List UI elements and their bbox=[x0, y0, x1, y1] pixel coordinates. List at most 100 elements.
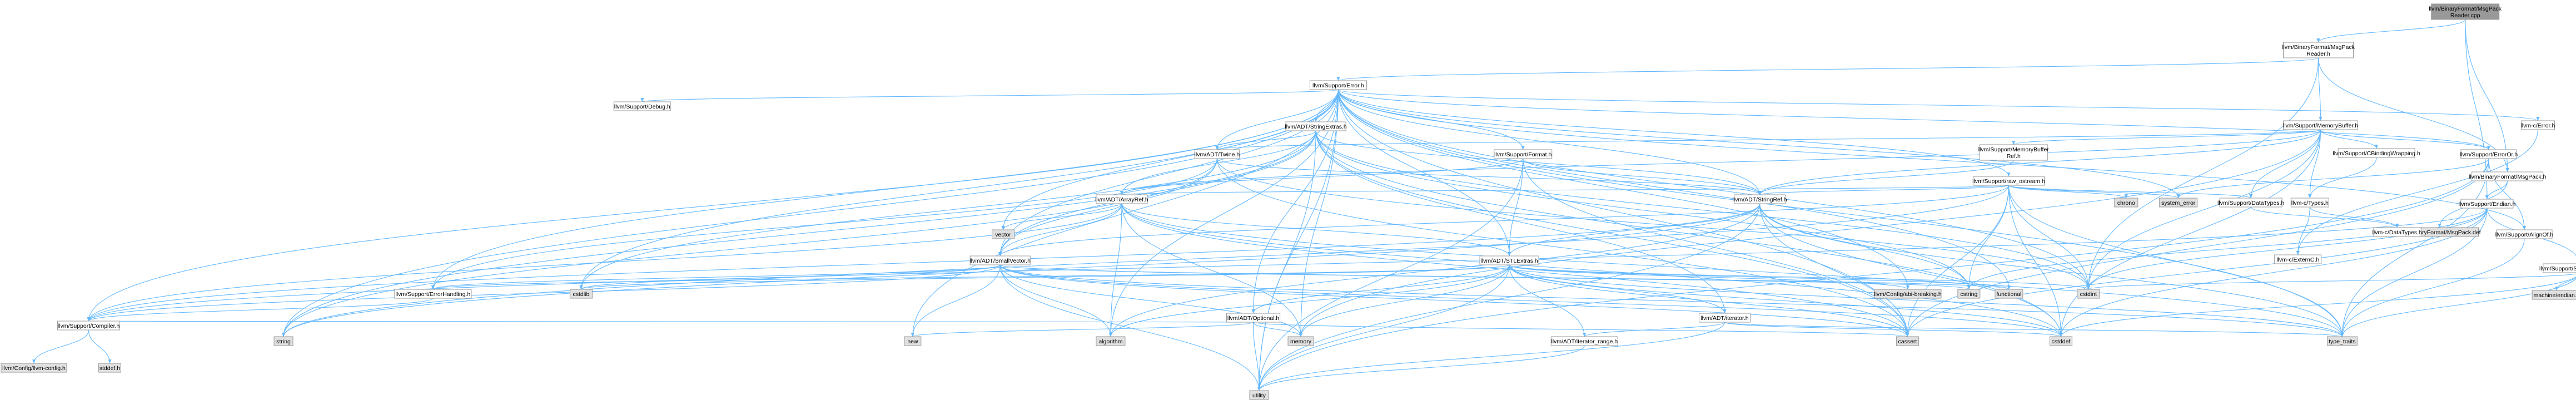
node-box-llvmc_types_h bbox=[2290, 198, 2329, 208]
node-datatypes_h[interactable]: llvm/Support/DataTypes.h bbox=[2217, 198, 2284, 208]
node-iterrange_h[interactable]: llvm/ADT/iterator_range.h bbox=[1550, 336, 1618, 346]
node-box-stringextras_h bbox=[1285, 121, 1346, 131]
edge-llvmc_types_h-to-llvmc_externc_h bbox=[2296, 206, 2310, 255]
edge-reader_h-to-cstdint bbox=[2086, 57, 2319, 290]
edge-endian_h-to-type_traits bbox=[2340, 208, 2488, 337]
edge-rawostream_h-to-cstring bbox=[1967, 185, 2009, 290]
node-membufref_h[interactable]: llvm/Support/MemoryBuffer Ref.h bbox=[1978, 144, 2050, 161]
edge-smallvector_h-to-memory bbox=[999, 264, 1303, 337]
node-arrayref_h[interactable]: llvm/ADT/ArrayRef.h bbox=[1095, 194, 1148, 204]
node-box-root bbox=[2431, 3, 2500, 20]
edge-smallvector_h-to-functional bbox=[999, 264, 2011, 290]
node-box-erroror_h bbox=[2460, 149, 2517, 159]
edge-iterator_h-to-utility bbox=[1257, 322, 1725, 391]
node-erroror_h[interactable]: llvm/Support/ErrorOr.h bbox=[2460, 149, 2518, 159]
edge-optional_h-to-compiler_h bbox=[88, 321, 1254, 324]
node-label-llvmc_error_h: llvm-c/Error.h bbox=[2520, 122, 2555, 129]
node-label-arrayref_h: llvm/ADT/ArrayRef.h bbox=[1095, 196, 1148, 203]
node-swapbyte_h[interactable]: llvm/Support/SwapByteOrder.h bbox=[2539, 263, 2576, 273]
node-optional_h[interactable]: llvm/ADT/Optional.h bbox=[1226, 313, 1281, 323]
node-rawostream_h[interactable]: llvm/Support/raw_ostream.h bbox=[1972, 176, 2045, 186]
edge-error_h-to-stlextras_h bbox=[1337, 89, 1511, 257]
edge-rawostream_h-to-cassert bbox=[1906, 185, 2009, 337]
node-box-cstddef bbox=[2049, 336, 2072, 346]
node-box-chrono bbox=[2114, 198, 2139, 208]
node-box-smallvector_h bbox=[969, 255, 1031, 265]
edge-smallvector_h-to-cstdlib bbox=[579, 264, 1001, 290]
node-llvmc_externc_h[interactable]: llvm-c/ExternC.h bbox=[2274, 254, 2322, 264]
node-msgpack_h[interactable]: llvm/BinaryFormat/MsgPack.h bbox=[2469, 171, 2547, 181]
node-label-root: llvm/BinaryFormat/MsgPack Reader.cpp bbox=[2429, 6, 2502, 19]
node-endian_h[interactable]: llvm/Support/Endian.h bbox=[2459, 199, 2516, 209]
node-root[interactable]: llvm/BinaryFormat/MsgPack Reader.cpp bbox=[2429, 3, 2502, 20]
edge-stringref_h-to-utility bbox=[1257, 203, 1761, 391]
node-label-algorithm: algorithm bbox=[1098, 338, 1122, 345]
edge-membuf_h-to-stringref_h bbox=[1758, 129, 2321, 195]
node-box-reader_h bbox=[2282, 42, 2354, 58]
edge-membuf_h-to-llvmc_types_h bbox=[2308, 129, 2321, 199]
node-alignof_h[interactable]: llvm/Support/AlignOf.h bbox=[2495, 229, 2554, 239]
edge-membuf_h-to-twine_h bbox=[1216, 129, 2321, 150]
edge-smallvector_h-to-cstddef bbox=[999, 264, 2063, 337]
node-label-stddef_h: stddef.h bbox=[100, 365, 121, 372]
edge-rawostream_h-to-smallvector_h bbox=[998, 185, 2009, 257]
edge-stringextras_h-to-cstdlib bbox=[579, 130, 1316, 290]
node-label-iterator_h: llvm/ADT/iterator.h bbox=[1700, 315, 1749, 322]
edge-endian_h-to-cstdint bbox=[2086, 208, 2488, 290]
edge-stringextras_h-to-string bbox=[281, 130, 1316, 337]
node-box-stlextras_h bbox=[1479, 255, 1539, 265]
edge-format_h-to-cassert bbox=[1523, 158, 1909, 337]
node-compiler_h[interactable]: llvm/Support/Compiler.h bbox=[57, 321, 121, 331]
edge-swapbyte_h-to-cstdint bbox=[2087, 273, 2576, 290]
node-label-stringref_h: llvm/ADT/StringRef.h bbox=[1733, 196, 1787, 203]
node-cstdint: cstdint bbox=[2077, 289, 2100, 299]
node-iterator_h[interactable]: llvm/ADT/iterator.h bbox=[1698, 313, 1751, 323]
node-label-optional_h: llvm/ADT/Optional.h bbox=[1227, 315, 1280, 322]
node-box-memory bbox=[1287, 336, 1314, 346]
edge-compiler_h-to-stddef_h bbox=[88, 329, 112, 364]
node-reader_h[interactable]: llvm/BinaryFormat/MsgPack Reader.h bbox=[2282, 42, 2355, 58]
edge-error_h-to-errorhandling_h bbox=[431, 89, 1339, 290]
node-box-stringref_h bbox=[1734, 194, 1786, 204]
node-box-rawostream_h bbox=[1972, 176, 2045, 186]
edge-error_h-to-string bbox=[281, 89, 1339, 337]
node-debug_h[interactable]: llvm/Support/Debug.h bbox=[613, 101, 671, 111]
node-box-llvmc_externc_h bbox=[2274, 254, 2322, 264]
node-format_h[interactable]: llvm/Support/Format.h bbox=[1494, 149, 1553, 159]
edge-membuf_h-to-cstddef bbox=[2059, 129, 2321, 337]
edge-erroror_h-to-utility bbox=[1257, 158, 2489, 391]
node-label-functional: functional bbox=[1996, 291, 2021, 298]
node-stddef_h: stddef.h bbox=[98, 363, 121, 373]
edge-error_h-to-twine_h bbox=[1215, 89, 1339, 150]
node-cbinding_h[interactable]: llvm/Support/CBindingWrapping.h bbox=[2333, 148, 2420, 158]
node-errorhandling_h[interactable]: llvm/Support/ErrorHandling.h bbox=[394, 289, 472, 299]
edge-iterator_h-to-type_traits bbox=[1724, 322, 2344, 337]
edge-optional_h-to-cassert bbox=[1253, 322, 1909, 337]
node-box-string bbox=[273, 336, 294, 346]
node-llvmc_error_h[interactable]: llvm-c/Error.h bbox=[2520, 120, 2555, 130]
node-box-errorhandling_h bbox=[394, 289, 472, 299]
node-label-system_error: system_error bbox=[2161, 200, 2196, 206]
edge-iterator_h-to-iterrange_h bbox=[1583, 322, 1725, 337]
node-box-membuf_h bbox=[2282, 120, 2358, 130]
node-box-swapbyte_h bbox=[2543, 263, 2576, 273]
node-box-stddef_h bbox=[98, 363, 121, 373]
node-twine_h[interactable]: llvm/ADT/Twine.h bbox=[1195, 149, 1240, 159]
node-llvmc_types_h[interactable]: llvm-c/Types.h bbox=[2290, 198, 2329, 208]
node-membuf_h[interactable]: llvm/Support/MemoryBuffer.h bbox=[2282, 120, 2358, 130]
node-stringref_h[interactable]: llvm/ADT/StringRef.h bbox=[1733, 194, 1787, 204]
node-string: string bbox=[273, 336, 294, 346]
node-box-error_h bbox=[1309, 80, 1367, 90]
node-label-erroror_h: llvm/Support/ErrorOr.h bbox=[2460, 151, 2518, 158]
node-box-endian_h bbox=[2460, 199, 2514, 209]
node-error_h[interactable]: llvm/Support/Error.h bbox=[1309, 80, 1367, 90]
edge-arrayref_h-to-algorithm bbox=[1108, 203, 1122, 337]
edge-error_h-to-format_h bbox=[1337, 89, 1525, 150]
node-label-cstddef: cstddef bbox=[2052, 338, 2071, 345]
node-llvmc_datatypes_h[interactable]: llvm-c/DataTypes.h bbox=[2373, 227, 2422, 237]
edge-msgpack_h-to-endian_h bbox=[2485, 180, 2508, 200]
node-stringextras_h[interactable]: llvm/ADT/StringExtras.h bbox=[1285, 121, 1347, 131]
node-smallvector_h[interactable]: llvm/ADT/SmallVector.h bbox=[969, 255, 1031, 265]
node-stlextras_h[interactable]: llvm/ADT/STLExtras.h bbox=[1479, 255, 1539, 265]
node-box-llvmc_error_h bbox=[2520, 120, 2555, 130]
